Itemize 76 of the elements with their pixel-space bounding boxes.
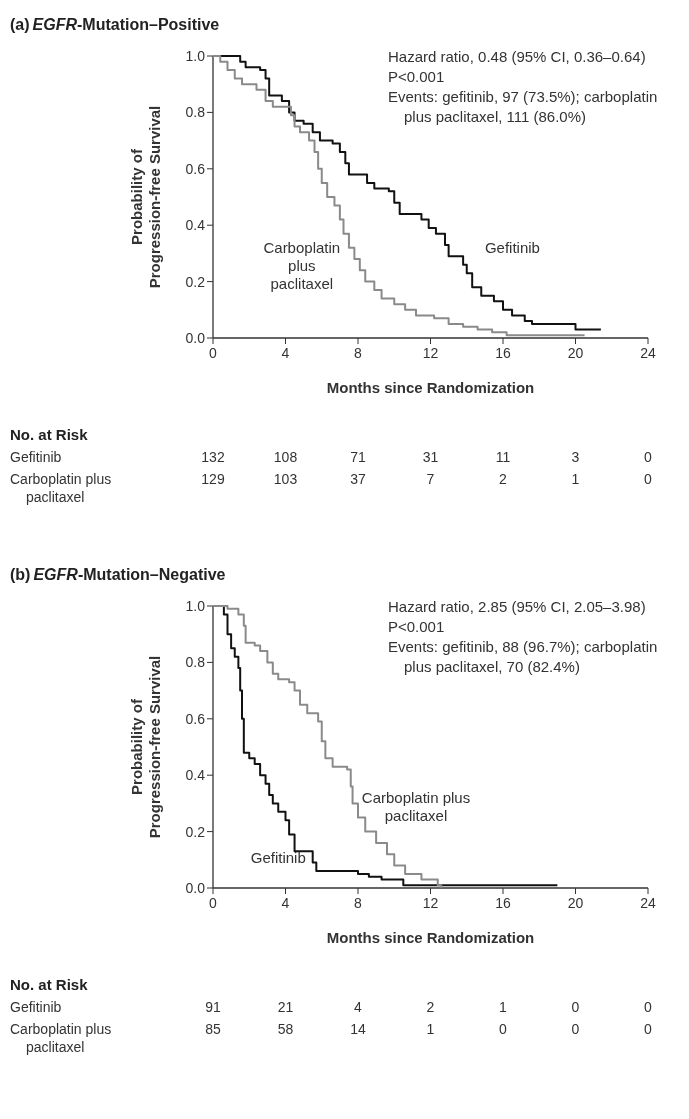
text: 0 <box>644 1021 653 1037</box>
x-tick-label: 4 <box>281 895 290 911</box>
annotation: Hazard ratio, 0.48 (95% CI, 0.36–0.64) <box>388 48 646 65</box>
text: 1 <box>571 471 580 487</box>
y-tick-label: 0.2 <box>185 823 206 840</box>
text: 2 <box>499 471 508 487</box>
series-label: Gefitinib <box>250 848 306 866</box>
x-tick-label: 4 <box>281 345 290 361</box>
x-tick-label: 24 <box>640 345 656 361</box>
annotation: Events: gefitinib, 97 (73.5%); carboplatin plus paclitaxel, 111 (86.0%) <box>388 88 658 125</box>
y-tick-label: 0.4 <box>185 767 206 784</box>
text: 0 <box>644 449 653 465</box>
text: 37 <box>350 471 366 487</box>
annotation: P<0.001 <box>388 68 445 85</box>
text: Carboplatin plus paclitaxel <box>10 1021 112 1055</box>
annotation: P<0.001 <box>388 618 445 635</box>
text: 0 <box>571 999 580 1015</box>
text: 0 <box>499 1021 508 1037</box>
text: 1 <box>499 999 508 1015</box>
text: 1 <box>426 1021 435 1037</box>
text: 14 <box>350 1021 366 1037</box>
series-label: Gefitinib <box>484 239 540 257</box>
text: No. at Risk <box>10 426 89 443</box>
y-tick-label: 0.0 <box>185 329 206 346</box>
chart-title: (a) EGFR-Mutation–Positive <box>10 16 220 33</box>
x-axis-title: Months since Randomization <box>326 379 535 396</box>
text: 21 <box>277 999 294 1015</box>
text: 4 <box>354 999 363 1015</box>
text: 58 <box>277 1021 294 1037</box>
y-tick-label: 0.2 <box>185 273 206 290</box>
text: 129 <box>201 471 225 487</box>
text: No. at Risk <box>10 976 89 993</box>
text: 7 <box>426 471 435 487</box>
annotation: Hazard ratio, 2.85 (95% CI, 2.05–3.98) <box>388 598 646 615</box>
text: 132 <box>201 449 225 465</box>
y-tick-label: 1.0 <box>185 597 206 614</box>
text: 91 <box>205 999 221 1015</box>
annotation: Events: gefitinib, 88 (96.7%); carboplatin plus paclitaxel, 70 (82.4%) <box>388 638 658 675</box>
text: Gefitinib <box>10 449 62 465</box>
chart-title: (b) EGFR-Mutation–Negative <box>10 566 226 583</box>
text: 103 <box>273 471 298 487</box>
y-tick-label: 0.6 <box>185 160 206 177</box>
text: 0 <box>571 1021 580 1037</box>
x-tick-label: 0 <box>209 895 218 911</box>
y-axis-title: Probability of Progression-free Survival <box>128 105 163 289</box>
x-tick-label: 0 <box>209 345 218 361</box>
text: 11 <box>495 449 511 465</box>
x-tick-label: 12 <box>422 345 439 361</box>
y-tick-label: 0.4 <box>185 217 206 234</box>
x-tick-label: 20 <box>567 345 584 361</box>
text: 0 <box>644 471 653 487</box>
y-axis-title: Probability of Progression-free Survival <box>128 655 163 839</box>
x-tick-label: 20 <box>567 895 584 911</box>
y-tick-label: 0.8 <box>185 104 206 121</box>
y-tick-label: 0.6 <box>185 710 206 727</box>
x-tick-label: 8 <box>354 345 363 361</box>
x-tick-label: 12 <box>422 895 439 911</box>
text: 0 <box>644 999 653 1015</box>
series-label: Carboplatin plus paclitaxel <box>361 789 471 825</box>
text: Gefitinib <box>10 999 62 1015</box>
text: 31 <box>422 449 439 465</box>
text: 2 <box>426 999 435 1015</box>
x-tick-label: 24 <box>640 895 656 911</box>
series-label: Carboplatin plus paclitaxel <box>263 239 341 293</box>
text: Carboplatin plus paclitaxel <box>10 471 112 505</box>
text: 108 <box>273 449 298 465</box>
text: 3 <box>571 449 580 465</box>
y-tick-label: 0.8 <box>185 654 206 671</box>
text: 71 <box>350 449 366 465</box>
x-tick-label: 16 <box>495 895 511 911</box>
text: 85 <box>205 1021 221 1037</box>
y-tick-label: 0.0 <box>185 879 206 896</box>
x-tick-label: 8 <box>354 895 363 911</box>
x-axis-title: Months since Randomization <box>326 929 535 946</box>
y-tick-label: 1.0 <box>185 47 206 64</box>
x-tick-label: 16 <box>495 345 511 361</box>
